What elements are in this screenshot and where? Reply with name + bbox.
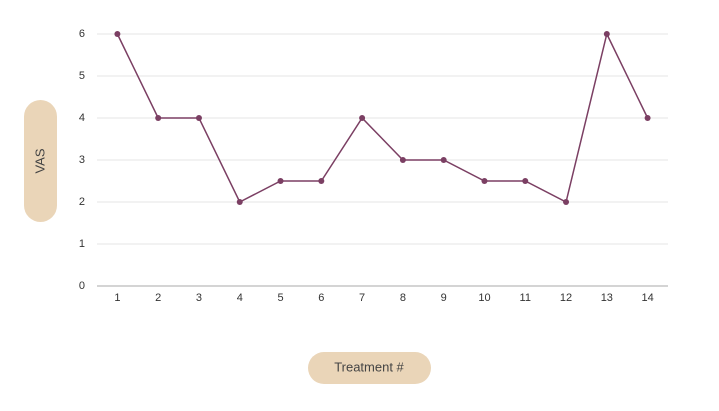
point [644,115,651,121]
point [155,115,162,121]
x-tick-label: 5 [277,292,283,304]
y-tick-label: 1 [79,238,85,250]
x-tick-label: 11 [520,292,531,304]
point [440,157,447,163]
point [603,31,610,37]
point [563,199,570,205]
x-tick-label: 12 [560,292,572,304]
x-tick-label: 14 [641,292,653,304]
y-label-pill [24,100,57,222]
point [195,115,202,121]
x-tick-label: 4 [237,292,243,304]
x-tick-label: 8 [400,292,406,304]
x-tick-label: 1 [114,292,120,304]
y-tick-label: 2 [79,196,85,208]
y-tick-label: 6 [79,28,85,40]
y-tick-label: 3 [79,154,85,166]
x-tick-label: 9 [441,292,447,304]
x-tick-label: 3 [196,292,202,304]
point [359,115,366,121]
point [318,178,325,184]
x-tick-label: 10 [478,292,490,304]
y-axis-label: VAS [32,148,47,173]
x-tick-label: 7 [359,292,365,304]
x-tick-label: 2 [155,292,161,304]
y-tick-label: 4 [79,112,85,124]
point [481,178,488,184]
y-tick-label: 5 [79,70,85,82]
point [277,178,284,184]
x-label-pill [308,352,431,384]
point [399,157,406,163]
x-axis-label: Treatment # [334,359,404,374]
x-tick-label: 6 [318,292,324,304]
point [522,178,529,184]
point [114,31,121,37]
x-tick-label: 13 [601,292,613,304]
point [236,199,243,205]
y-tick-label: 0 [79,280,85,292]
line [116,31,649,204]
